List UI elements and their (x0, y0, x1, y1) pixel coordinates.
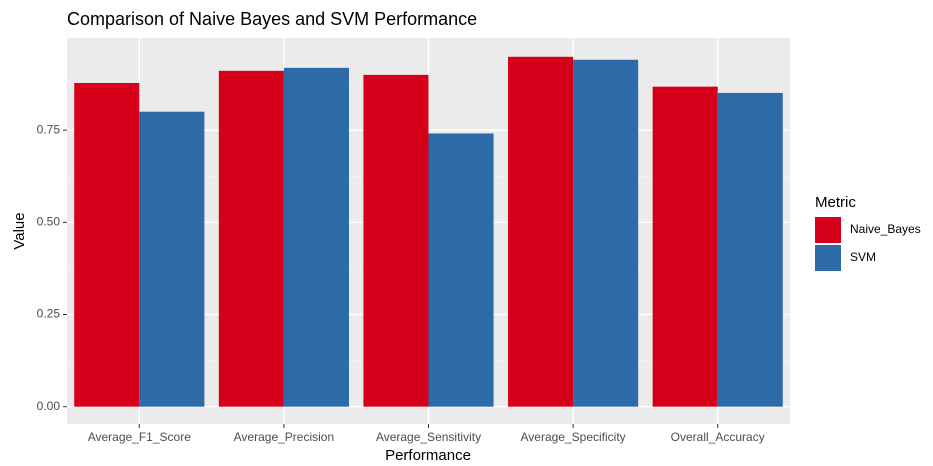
legend-key (815, 245, 841, 271)
bar (74, 82, 140, 407)
legend-key (815, 217, 841, 243)
y-tick-label: 0.25 (37, 307, 61, 321)
y-axis-title: Value (11, 212, 28, 249)
legend-title: Metric (815, 194, 856, 211)
x-tick-label: Average_Specificity (521, 430, 626, 444)
bar (363, 74, 429, 407)
chart-title: Comparison of Naive Bayes and SVM Perfor… (67, 9, 477, 29)
x-tick-label: Average_F1_Score (88, 430, 192, 444)
bar (652, 86, 718, 407)
bar (218, 70, 284, 407)
x-tick-label: Average_Sensitivity (376, 430, 481, 444)
bar (508, 56, 574, 407)
bar (573, 59, 639, 407)
bar (283, 67, 349, 407)
y-tick-label: 0.50 (37, 215, 61, 229)
y-tick-label: 0.00 (37, 399, 61, 413)
legend-label: Naive_Bayes (850, 222, 921, 236)
bar (428, 133, 494, 407)
bar (139, 111, 205, 407)
y-tick-label: 0.75 (37, 122, 61, 136)
x-tick-label: Average_Precision (234, 430, 335, 444)
legend-label: SVM (850, 250, 876, 264)
x-axis-title: Performance (385, 447, 471, 464)
bar (717, 92, 783, 407)
x-tick-label: Overall_Accuracy (671, 430, 765, 444)
